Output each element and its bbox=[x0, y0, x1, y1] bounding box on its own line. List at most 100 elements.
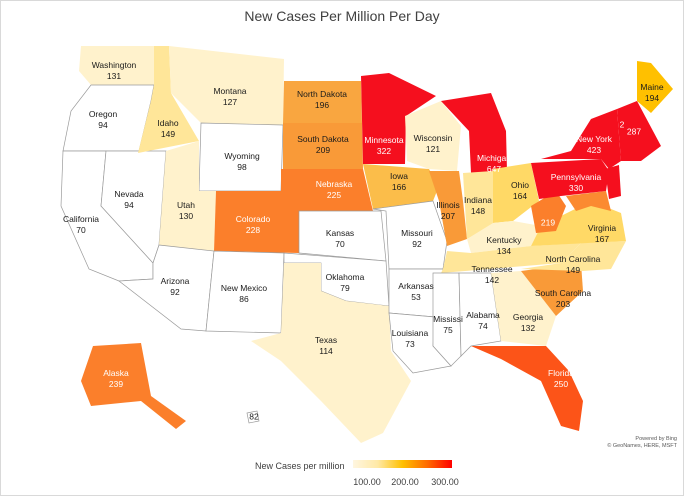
state-name: Oregon bbox=[88, 109, 118, 119]
state-south-dakota[interactable] bbox=[283, 123, 363, 169]
state-name: Utah bbox=[177, 200, 195, 210]
state-label-nm: New Mexico 86 bbox=[221, 283, 267, 305]
state-label-sd: South Dakota 209 bbox=[297, 134, 349, 156]
state-value: 53 bbox=[411, 292, 421, 302]
state-colorado[interactable] bbox=[214, 191, 299, 253]
state-tennessee[interactable] bbox=[441, 243, 581, 273]
state-label-or: Oregon 94 bbox=[89, 109, 117, 131]
state-value: 98 bbox=[237, 162, 247, 172]
state-alabama[interactable] bbox=[458, 272, 502, 357]
state-north-dakota[interactable] bbox=[283, 81, 362, 123]
state-value: 132 bbox=[520, 323, 536, 333]
state-ohio[interactable] bbox=[493, 163, 539, 223]
state-value: 127 bbox=[222, 97, 238, 107]
state-value: 70 bbox=[335, 239, 345, 249]
state-value: 148 bbox=[470, 206, 486, 216]
state-name: South Carolina bbox=[534, 288, 592, 298]
state-label-nd: North Dakota 196 bbox=[297, 89, 347, 111]
state-georgia[interactable] bbox=[491, 271, 556, 346]
state-name: Louisiana bbox=[391, 328, 429, 338]
state-value: 250 bbox=[553, 379, 569, 389]
state-value: 164 bbox=[512, 191, 528, 201]
state-label-fl: Florida 250 bbox=[548, 368, 574, 390]
state-value: 92 bbox=[412, 239, 422, 249]
state-name: Virginia bbox=[587, 223, 617, 233]
state-label-ca: California 70 bbox=[63, 214, 99, 236]
state-label-ar: Arkansas 53 bbox=[398, 281, 433, 303]
state-value: 207 bbox=[440, 211, 456, 221]
state-new-jersey[interactable] bbox=[605, 165, 621, 199]
state-illinois[interactable] bbox=[429, 171, 467, 246]
legend-tick-200: 200.00 bbox=[391, 477, 419, 487]
state-montana[interactable] bbox=[169, 46, 284, 125]
state-label-mn: Minnesota 322 bbox=[364, 135, 403, 157]
state-name: Tennessee bbox=[471, 264, 513, 274]
state-virginia[interactable] bbox=[531, 201, 626, 246]
state-maryland-delaware[interactable] bbox=[566, 191, 611, 211]
credit-line-1: Powered by Bing bbox=[635, 436, 677, 442]
state-pennsylvania[interactable] bbox=[531, 159, 609, 199]
state-name: North Carolina bbox=[545, 254, 601, 264]
state-idaho[interactable] bbox=[138, 46, 199, 153]
state-label-ak: Alaska 239 bbox=[103, 368, 129, 390]
state-kentucky[interactable] bbox=[467, 221, 541, 253]
state-name: Mississi bbox=[433, 314, 463, 324]
state-iowa[interactable] bbox=[363, 164, 439, 209]
legend-tick-300: 300.00 bbox=[431, 477, 459, 487]
state-value: 196 bbox=[314, 100, 330, 110]
state-new-york[interactable] bbox=[541, 109, 621, 169]
state-florida[interactable] bbox=[471, 346, 583, 431]
state-value: 73 bbox=[405, 339, 415, 349]
state-hawaii[interactable] bbox=[246, 410, 260, 424]
state-label-ne_small: 2 bbox=[620, 120, 625, 131]
state-wisconsin[interactable] bbox=[405, 101, 461, 171]
state-name: Wisconsin bbox=[413, 133, 453, 143]
state-value: 166 bbox=[391, 182, 407, 192]
state-minnesota[interactable] bbox=[361, 73, 436, 164]
state-label-tn: Tennessee 142 bbox=[471, 264, 512, 286]
state-utah[interactable] bbox=[159, 141, 216, 251]
legend-title: New Cases per million bbox=[255, 461, 345, 471]
state-label-ms: Mississi 75 bbox=[433, 314, 463, 336]
state-value: 423 bbox=[586, 145, 602, 155]
state-indiana[interactable] bbox=[463, 171, 493, 239]
state-name: Wyoming bbox=[224, 151, 260, 161]
state-name: Ohio bbox=[511, 180, 529, 190]
state-label-mi: Michigan 647 bbox=[477, 153, 511, 175]
state-texas[interactable] bbox=[251, 263, 411, 443]
state-label-wv: 219 bbox=[541, 218, 555, 229]
state-value: 322 bbox=[376, 146, 392, 156]
state-name: Kentucky bbox=[486, 235, 522, 245]
state-new-england-south[interactable] bbox=[617, 101, 661, 161]
state-south-carolina[interactable] bbox=[521, 263, 583, 316]
state-north-carolina[interactable] bbox=[521, 241, 626, 271]
state-value: 225 bbox=[326, 190, 342, 200]
state-west-virginia[interactable] bbox=[531, 191, 566, 233]
state-alaska[interactable] bbox=[81, 343, 186, 429]
state-label-sc: South Carolina 203 bbox=[535, 288, 591, 310]
state-name: New York bbox=[576, 134, 612, 144]
state-label-wy: Wyoming 98 bbox=[224, 151, 259, 173]
state-name: Idaho bbox=[157, 118, 179, 128]
state-value: 121 bbox=[425, 144, 441, 154]
state-name: Arkansas bbox=[398, 281, 434, 291]
state-label-ct_area: 287 bbox=[627, 127, 641, 138]
state-value: 142 bbox=[484, 275, 500, 285]
state-value: 130 bbox=[178, 211, 194, 221]
state-washington[interactable] bbox=[79, 46, 156, 85]
state-michigan[interactable] bbox=[441, 93, 507, 173]
state-name: Illinois bbox=[436, 200, 460, 210]
state-value: 647 bbox=[486, 164, 502, 174]
state-label-va: Virginia 167 bbox=[588, 223, 616, 245]
state-maine[interactable] bbox=[637, 61, 673, 113]
state-label-pa: Pennsylvania 330 bbox=[551, 172, 602, 194]
state-mississippi[interactable] bbox=[432, 272, 462, 367]
state-label-hi: 82 bbox=[249, 412, 258, 423]
state-name: California bbox=[63, 214, 99, 224]
state-nebraska[interactable] bbox=[281, 169, 373, 211]
state-value: 94 bbox=[98, 120, 108, 130]
state-value: 114 bbox=[319, 346, 333, 356]
state-name: Minnesota bbox=[364, 135, 404, 145]
state-name: Kansas bbox=[325, 228, 355, 238]
